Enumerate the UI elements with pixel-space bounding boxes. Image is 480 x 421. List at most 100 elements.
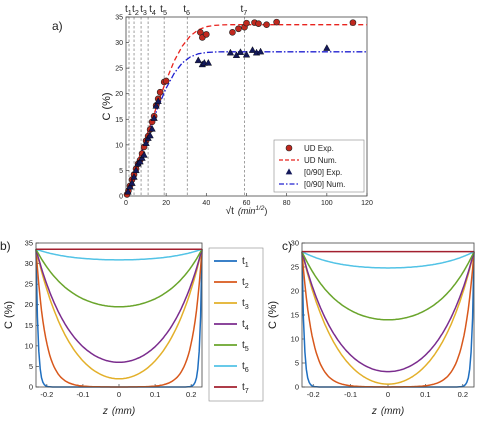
x-tick-label: 0.2 xyxy=(186,390,196,399)
y-tick-label: 0 xyxy=(119,194,123,201)
x-tick-label: 120 xyxy=(361,200,373,207)
data-point-cross-ply xyxy=(248,46,257,53)
x-axis-label: z (mm) xyxy=(102,406,135,417)
data-point-cross-ply xyxy=(150,114,158,121)
y-tick-label: 25 xyxy=(115,66,123,73)
series-line-ud-num xyxy=(125,24,367,197)
data-point-ud xyxy=(273,18,280,26)
panel-a-label: a) xyxy=(52,19,63,33)
legend-label-t2: t2 xyxy=(242,277,249,290)
y-tick-label: 0 xyxy=(295,383,299,392)
y-tick-label: 35 xyxy=(25,239,33,248)
data-point-cross-ply xyxy=(226,48,235,56)
time-marker-label-main: t xyxy=(240,4,243,15)
legend-label-t6-main: t xyxy=(242,361,245,372)
data-point-ud xyxy=(235,25,242,33)
x-tick-label: 0 xyxy=(124,200,128,207)
x-axis-label-close: ) xyxy=(264,206,267,216)
time-marker-label: t1 xyxy=(125,4,132,17)
data-point-cross-ply xyxy=(146,131,154,139)
profile-line-t3 xyxy=(35,249,203,380)
legend-label: [0/90] Exp. xyxy=(304,168,342,177)
x-tick-label: -0.2 xyxy=(40,390,53,399)
x-tick-label: 80 xyxy=(283,200,291,207)
y-tick-label: 15 xyxy=(115,117,123,124)
data-point-cross-ply xyxy=(124,187,132,195)
profile-line-t6 xyxy=(35,248,203,261)
y-tick-label: 30 xyxy=(291,239,299,248)
legend-label-t3-main: t xyxy=(242,298,245,309)
profile-line-t3 xyxy=(301,251,475,385)
time-marker-label: t2 xyxy=(132,4,139,17)
legend-label-t5: t5 xyxy=(242,340,249,353)
legend-label-t4-main: t xyxy=(242,319,245,330)
time-marker-label-main: t xyxy=(140,4,143,15)
x-axis-label-var: √t xyxy=(226,205,234,217)
legend-label-t2-sub: 2 xyxy=(245,281,249,290)
profile-line-t6 xyxy=(301,250,475,269)
x-tick-label: 0.2 xyxy=(458,390,468,399)
time-marker-label-sub: 6 xyxy=(186,8,190,17)
data-point-cross-ply xyxy=(126,182,134,190)
x-axis-label-var: z xyxy=(371,406,377,417)
data-point-cross-ply xyxy=(204,59,212,66)
legend-label-t5-sub: 5 xyxy=(245,344,249,353)
time-marker-label: t4 xyxy=(149,4,156,17)
data-point-cross-ply xyxy=(136,157,144,165)
data-point-ud xyxy=(263,21,270,28)
x-axis-label-unit: (mm) xyxy=(381,406,404,417)
time-marker-label-sub: 2 xyxy=(135,8,139,17)
data-point-cross-ply xyxy=(130,173,138,180)
y-tick-label: 25 xyxy=(291,263,299,272)
y-tick-label: 5 xyxy=(295,359,299,368)
x-tick-label: -0.2 xyxy=(307,390,320,399)
data-point-ud xyxy=(162,77,170,85)
time-marker-label-main: t xyxy=(132,4,135,15)
data-point-ud xyxy=(255,20,262,27)
time-marker-label: t3 xyxy=(140,4,147,17)
data-point-cross-ply xyxy=(256,47,265,55)
y-tick-label: 20 xyxy=(25,300,33,309)
data-point-cross-ply xyxy=(148,124,156,132)
panel-c-label: c) xyxy=(282,239,292,253)
legend-label-t1-sub: 1 xyxy=(245,260,249,269)
profile-line-t5 xyxy=(35,248,203,308)
x-tick-label: 60 xyxy=(243,200,251,207)
y-tick-label: 20 xyxy=(115,91,123,98)
panel-a: a)t1 t2 t3 t4 t5 t6 t70 20 40 60 80 100 120051015202… xyxy=(52,4,373,217)
x-tick-label: 0 xyxy=(117,390,121,399)
profile-line-t4 xyxy=(301,251,475,373)
y-tick-label: 5 xyxy=(119,168,123,175)
panel-b: b) -0.2 -0.1 0 0.1 0.2 0 5 10 15 20 25 30 35 C (%) z (mm… xyxy=(0,239,203,417)
data-point-cross-ply xyxy=(140,151,148,158)
data-point-cross-ply xyxy=(194,56,202,64)
panel-b-label: b) xyxy=(0,239,11,253)
y-tick-label: 30 xyxy=(25,259,33,268)
x-tick-label: -0.1 xyxy=(344,390,357,399)
x-tick-label: 0.1 xyxy=(150,390,160,399)
data-point-cross-ply xyxy=(152,101,160,109)
data-point-cross-ply xyxy=(154,97,162,104)
x-axis-label-var: z xyxy=(102,406,108,417)
y-axis-label: C (%) xyxy=(3,301,15,329)
time-marker-label-sub: 1 xyxy=(128,8,132,17)
y-tick-label: 5 xyxy=(29,362,33,371)
time-marker-label: t5 xyxy=(160,4,167,17)
x-axis-label-exp: 1/2 xyxy=(255,205,264,212)
panel-axes xyxy=(35,242,203,388)
profile-line-t4 xyxy=(35,249,203,364)
y-tick-label: 0 xyxy=(29,383,33,392)
legend-label-t1-main: t xyxy=(242,256,245,267)
y-tick-label: 15 xyxy=(25,321,33,330)
x-tick-label: -0.1 xyxy=(76,390,89,399)
time-marker-label-sub: 4 xyxy=(152,8,156,17)
y-tick-label: 10 xyxy=(291,335,299,344)
y-tick-label: 15 xyxy=(291,311,299,320)
legend-label-t3-sub: 3 xyxy=(245,302,249,311)
x-axis-label: z (mm) xyxy=(371,406,404,417)
x-tick-label: 0.1 xyxy=(420,390,430,399)
y-axis-label: C (%) xyxy=(267,301,279,329)
data-point-cross-ply xyxy=(242,50,251,58)
